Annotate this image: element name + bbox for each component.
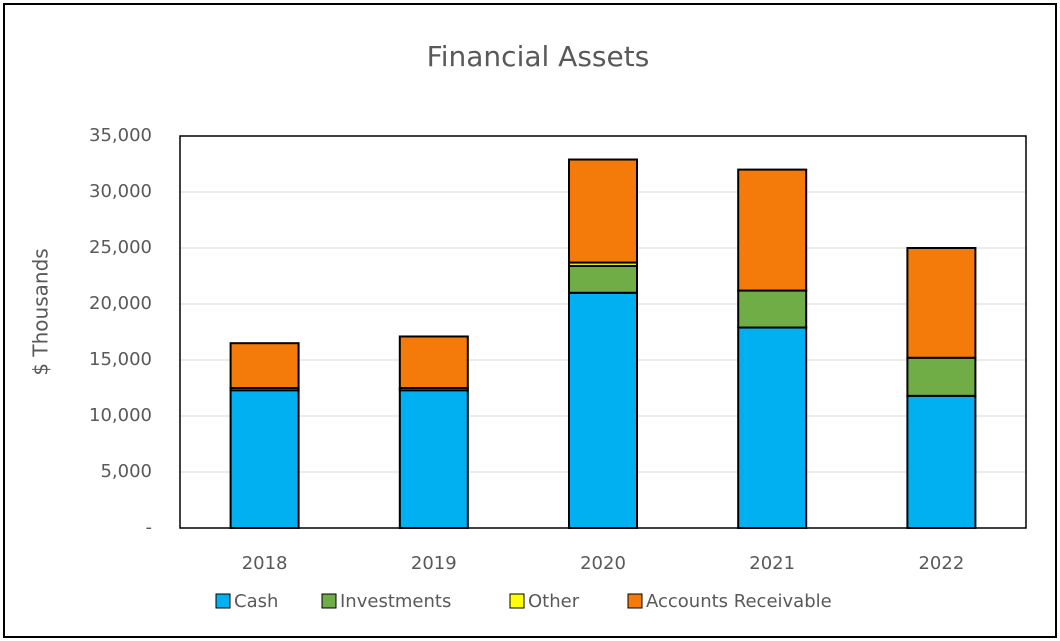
bar-segment (568, 158, 638, 264)
x-tick-label: 2021 (749, 553, 795, 574)
bar-segment (568, 291, 638, 529)
y-tick-label: 35,000 (89, 125, 152, 146)
bar-segment (737, 168, 808, 292)
bar-segment (906, 394, 977, 529)
bar-segment (398, 389, 469, 529)
y-tick-label: - (146, 517, 153, 538)
x-tick-label: 2019 (411, 553, 457, 574)
bar-segment (568, 264, 638, 294)
x-tick-label: 2018 (242, 553, 288, 574)
chart-border (3, 3, 1057, 638)
legend-swatch (215, 593, 231, 609)
legend-label: Investments (340, 591, 451, 612)
legend-swatch (321, 593, 337, 609)
y-tick-label: 15,000 (89, 349, 152, 370)
y-axis-label: $ Thousands (29, 248, 53, 375)
bar-segment (737, 326, 808, 529)
bar-segment (398, 335, 469, 390)
bar-segment (737, 289, 808, 329)
y-tick-label: 25,000 (89, 237, 152, 258)
y-tick-label: 30,000 (89, 181, 152, 202)
legend-swatch (627, 593, 643, 609)
chart-title: Financial Assets (427, 40, 650, 73)
y-tick-label: 5,000 (100, 461, 152, 482)
legend-label: Cash (234, 591, 278, 612)
bar-segment (229, 342, 300, 390)
bar-segment (229, 389, 300, 529)
x-tick-label: 2020 (580, 553, 626, 574)
legend-swatch (509, 593, 525, 609)
bar-segment (906, 247, 977, 359)
y-tick-label: 20,000 (89, 293, 152, 314)
bar-segment (906, 356, 977, 397)
y-tick-label: 10,000 (89, 405, 152, 426)
x-tick-label: 2022 (918, 553, 964, 574)
legend-label: Accounts Receivable (646, 591, 832, 612)
legend-label: Other (528, 591, 580, 612)
